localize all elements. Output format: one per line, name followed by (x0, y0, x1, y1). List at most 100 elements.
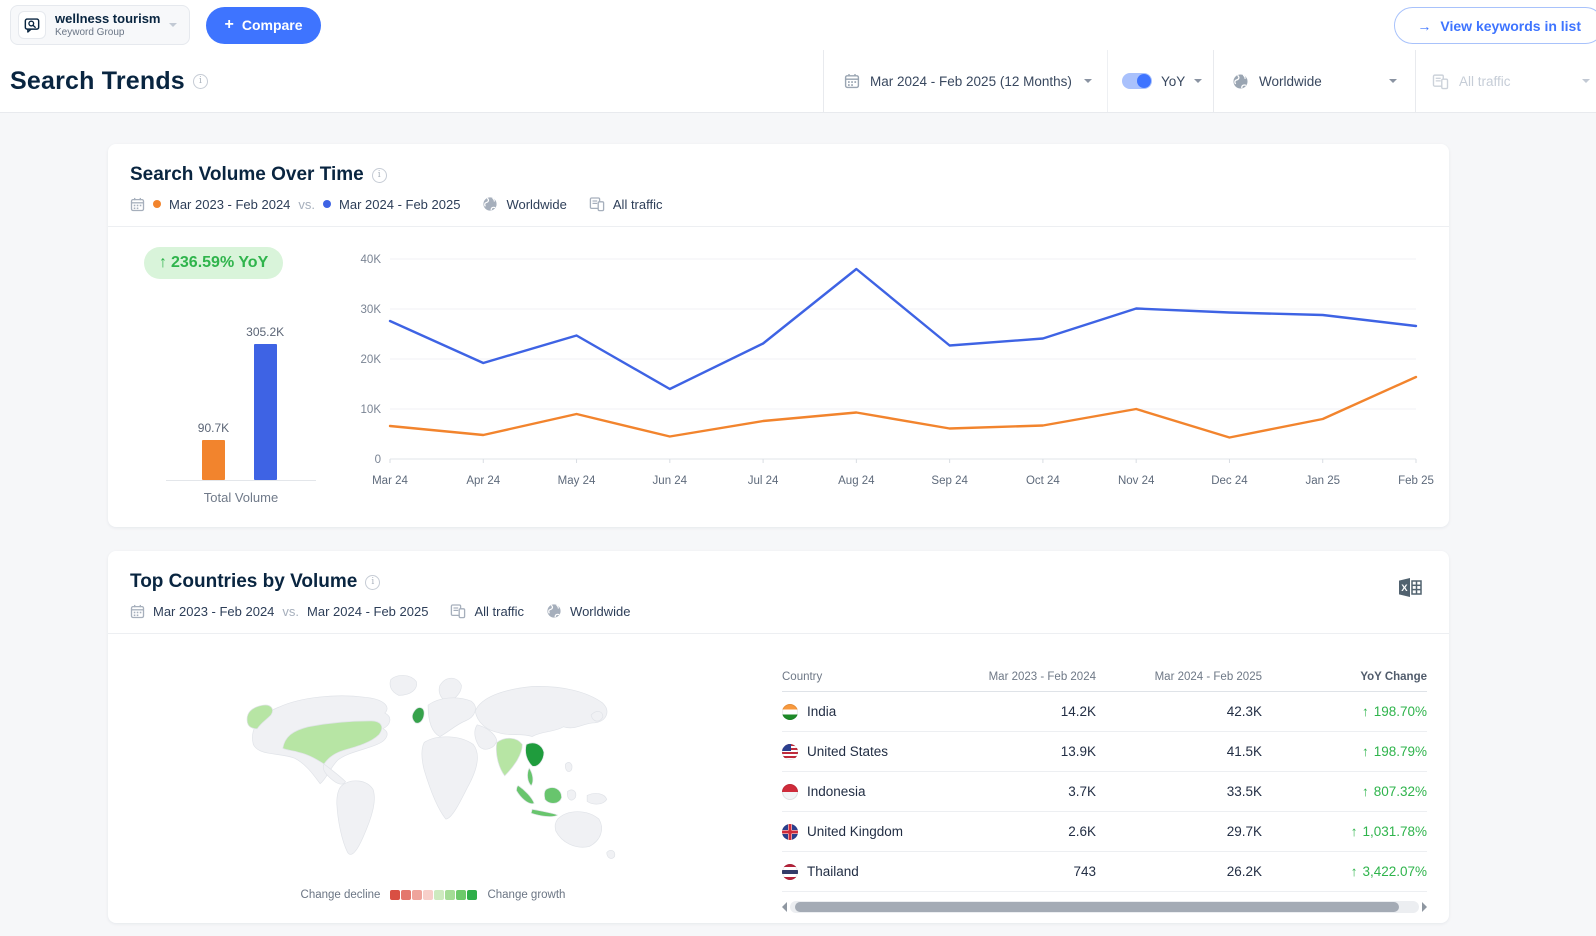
map-region-united-states[interactable] (282, 720, 383, 765)
yoy-label: YoY (1161, 73, 1186, 89)
scroll-left-arrow-icon[interactable] (782, 902, 787, 912)
country-name: Thailand (807, 864, 859, 879)
keyword-group-type: Keyword Group (55, 26, 125, 38)
map-region-sulawesi[interactable] (567, 789, 577, 801)
map-region-sumatra[interactable] (516, 785, 535, 804)
country-cell: Thailand (782, 863, 936, 880)
keyword-group-selector[interactable]: wellness tourism Keyword Group (10, 5, 191, 45)
table-row[interactable]: Thailand 743 26.2K ↑ 3,422.07% (782, 852, 1427, 892)
column-header-country[interactable]: Country (782, 670, 823, 683)
date-range-filter[interactable]: Mar 2024 - Feb 2025 (12 Months) (823, 50, 1107, 112)
map-region-middle-east[interactable] (474, 724, 498, 750)
arrow-up-icon: ↑ (1361, 744, 1369, 759)
search-volume-line-chart[interactable]: 0 10K 20K 30K 40K Mar 24 Apr 24 May 24 Jun 24 Jul… (344, 245, 1450, 493)
svg-text:10K: 10K (361, 404, 382, 416)
svg-text:Sep 24: Sep 24 (931, 475, 968, 487)
info-icon[interactable] (192, 73, 208, 89)
view-keywords-button[interactable]: → View keywords in list (1394, 7, 1596, 44)
legend-color-square (401, 890, 412, 900)
legend-period-b: Mar 2024 - Feb 2025 (307, 603, 429, 619)
period-a-dot (153, 200, 161, 208)
bar-period-b[interactable]: 305.2K (246, 325, 284, 480)
svg-text:Feb 25: Feb 25 (1398, 475, 1434, 487)
scroll-right-arrow-icon[interactable] (1422, 902, 1427, 912)
excel-export-button[interactable]: X (1397, 577, 1423, 601)
yoy-badge: ↑ 236.59% YoY (144, 247, 284, 279)
legend-color-square (390, 890, 401, 900)
scrollbar-thumb[interactable] (795, 902, 1399, 912)
change-percent: 1,031.78% (1362, 824, 1427, 839)
bar-rect (201, 440, 225, 480)
map-region-papua[interactable] (586, 793, 608, 805)
page-title: Search Trends (10, 66, 185, 95)
country-cell: United States (782, 743, 936, 760)
column-header-curr-period[interactable]: Mar 2024 - Feb 2025 (1154, 670, 1262, 683)
map-region-europe[interactable] (427, 697, 476, 737)
table-scrollbar (782, 901, 1427, 913)
info-icon[interactable] (365, 574, 381, 590)
table-row[interactable]: India 14.2K 42.3K ↑ 198.70% (782, 692, 1427, 732)
map-region-central-america[interactable] (322, 763, 346, 785)
date-range-value: Mar 2024 - Feb 2025 (12 Months) (870, 73, 1072, 89)
map-region-australia[interactable] (554, 811, 602, 848)
bar-period-a[interactable]: 90.7K (198, 421, 229, 480)
column-header-yoy-change[interactable]: YoY Change (1360, 670, 1427, 683)
map-region-philippines[interactable] (565, 762, 573, 772)
bar-value-label: 305.2K (246, 325, 285, 339)
map-region-borneo[interactable] (543, 787, 562, 804)
map-region-india[interactable] (496, 737, 523, 777)
volume-card-body: ↑ 236.59% YoY 90.7K 305.2K Total Volume 0… (108, 227, 1449, 505)
legend-color-square (456, 890, 467, 900)
globe-icon (1232, 73, 1249, 90)
map-region-africa[interactable] (421, 736, 478, 820)
map-region-alaska[interactable] (246, 704, 273, 730)
yoy-toggle[interactable] (1122, 73, 1152, 89)
svg-text:20K: 20K (361, 354, 382, 366)
legend-region: Worldwide (570, 603, 631, 619)
compare-button[interactable]: + Compare (206, 6, 321, 44)
svg-text:Jul 24: Jul 24 (748, 475, 779, 487)
change-percent: 198.79% (1373, 744, 1427, 759)
legend-period-a: Mar 2023 - Feb 2024 (153, 603, 275, 619)
map-region-thailand-indochina[interactable] (525, 742, 545, 767)
world-map-pane: Change decline Change growth (108, 634, 758, 913)
table-row[interactable]: Indonesia 3.7K 33.5K ↑ 807.32% (782, 772, 1427, 812)
info-icon[interactable] (371, 167, 387, 183)
world-map[interactable] (241, 660, 625, 876)
region-filter[interactable]: Worldwide (1213, 50, 1415, 112)
prev-period-value: 2.6K (1068, 824, 1096, 839)
map-region-java[interactable] (530, 808, 559, 817)
traffic-type-icon (589, 196, 605, 212)
svg-text:Dec 24: Dec 24 (1211, 475, 1248, 487)
legend-color-square (423, 890, 434, 900)
map-region-united-kingdom[interactable] (411, 707, 425, 724)
countries-card-header: Top Countries by Volume Mar 2023 - Feb 2… (108, 551, 1449, 634)
map-region-greenland[interactable] (389, 675, 417, 696)
map-region-malay-peninsula[interactable] (527, 767, 534, 787)
arrow-up-icon: ↑ (1350, 824, 1358, 839)
map-region-new-zealand[interactable] (606, 850, 616, 859)
svg-text:Jun 24: Jun 24 (653, 475, 688, 487)
scrollbar-track[interactable] (790, 901, 1419, 913)
chevron-down-icon (1389, 79, 1397, 87)
line-series-b (388, 267, 1418, 391)
map-region-scandinavia[interactable] (438, 677, 462, 702)
legend-color-square (445, 890, 456, 900)
filter-bar: Mar 2024 - Feb 2025 (12 Months) YoY Worl… (823, 50, 1596, 112)
legend-color-square (434, 890, 445, 900)
arrow-right-icon: → (1417, 17, 1432, 34)
column-header-prev-period[interactable]: Mar 2023 - Feb 2024 (988, 670, 1096, 683)
yoy-change-value: ↑ 1,031.78% (1262, 824, 1427, 839)
traffic-filter[interactable]: All traffic (1415, 50, 1596, 112)
change-percent: 807.32% (1373, 784, 1427, 799)
table-row[interactable]: United Kingdom 2.6K 29.7K ↑ 1,031.78% (782, 812, 1427, 852)
chevron-down-icon[interactable] (1194, 79, 1203, 87)
map-region-japan[interactable] (590, 711, 604, 722)
svg-text:Jan 25: Jan 25 (1305, 475, 1340, 487)
plus-icon: + (224, 16, 234, 33)
map-region-south-america[interactable] (336, 780, 375, 855)
table-row[interactable]: United States 13.9K 41.5K ↑ 198.79% (782, 732, 1427, 772)
legend-vs: vs. (282, 603, 300, 619)
map-region-asia[interactable] (474, 686, 608, 737)
us-flag-icon (782, 743, 798, 760)
